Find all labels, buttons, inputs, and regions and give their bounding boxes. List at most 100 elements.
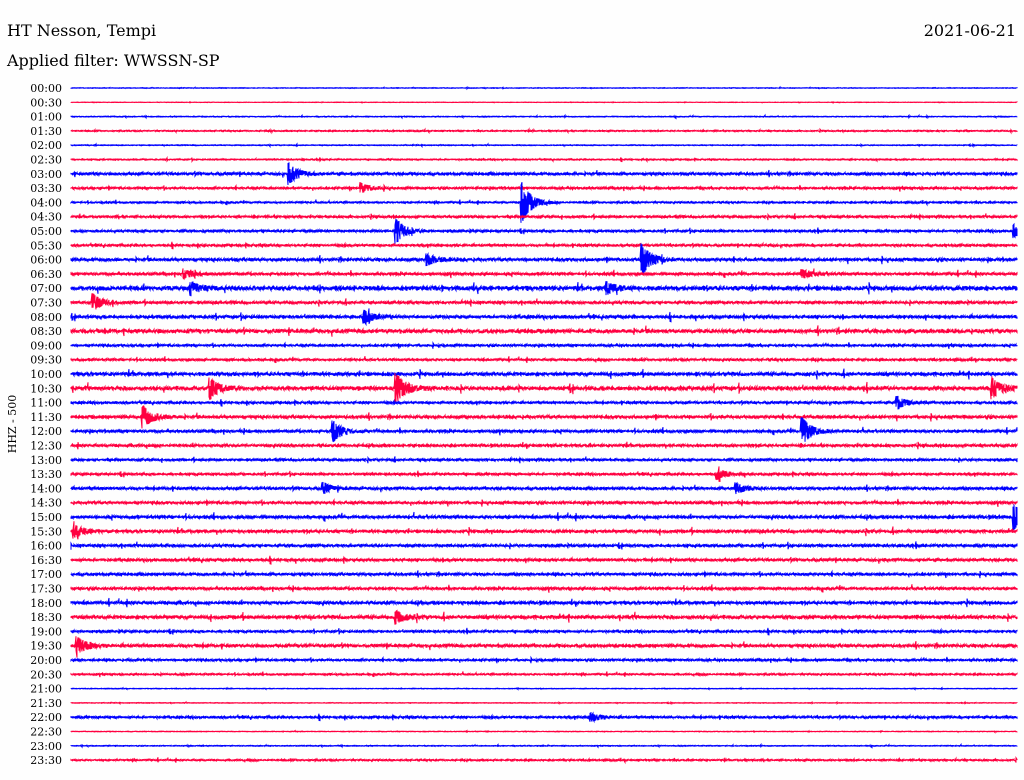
trace-0200 (70, 142, 1018, 149)
row-time-label: 20:30 (30, 668, 62, 681)
row-time-label: 00:30 (30, 96, 62, 109)
trace-2230 (70, 729, 1018, 734)
row-time-label: 08:30 (30, 325, 62, 338)
trace-0900 (70, 340, 1018, 350)
row-time-label: 04:30 (30, 211, 62, 224)
trace-0730 (70, 293, 1018, 310)
trace-1200 (70, 417, 1018, 443)
trace-1530 (70, 521, 1018, 540)
trace-2030 (70, 670, 1018, 678)
row-time-label: 18:00 (30, 597, 62, 610)
row-time-label: 05:30 (30, 239, 62, 252)
row-time-label: 19:00 (30, 625, 62, 638)
trace-1930 (70, 636, 1018, 658)
trace-2130 (70, 700, 1018, 706)
row-time-label: 14:30 (30, 497, 62, 510)
trace-1000 (70, 368, 1018, 380)
row-time-label: 03:30 (30, 182, 62, 195)
row-time-label: 03:00 (30, 168, 62, 181)
trace-2000 (70, 655, 1018, 664)
row-time-label: 16:00 (30, 540, 62, 553)
row-time-label: 18:30 (30, 611, 62, 624)
trace-1300 (70, 455, 1018, 464)
row-time-label: 06:30 (30, 268, 62, 281)
trace-1800 (70, 597, 1018, 608)
trace-0100 (70, 113, 1018, 120)
trace-0000 (70, 85, 1018, 91)
trace-0230 (70, 155, 1018, 164)
trace-1600 (70, 541, 1018, 550)
row-time-label: 14:00 (30, 482, 62, 495)
trace-0300 (70, 162, 1018, 186)
row-time-label: 13:00 (30, 454, 62, 467)
row-time-label: 17:30 (30, 583, 62, 596)
row-time-label: 20:00 (30, 654, 62, 667)
trace-1730 (70, 584, 1018, 593)
row-time-label: 07:30 (30, 297, 62, 310)
row-time-label: 21:30 (30, 697, 62, 710)
trace-0500 (70, 218, 1018, 244)
row-time-label: 08:00 (30, 311, 62, 324)
row-time-label: 01:30 (30, 125, 62, 138)
trace-1030 (70, 373, 1018, 404)
trace-0530 (70, 241, 1018, 250)
trace-1130 (70, 404, 1018, 429)
trace-0630 (70, 268, 1018, 281)
trace-1830 (70, 609, 1018, 625)
row-time-label: 00:00 (30, 82, 62, 95)
row-time-label: 23:00 (30, 740, 62, 753)
row-time-label: 07:00 (30, 282, 62, 295)
trace-0430 (70, 212, 1018, 221)
trace-0600 (70, 243, 1018, 274)
row-time-label: 21:00 (30, 683, 62, 696)
trace-0700 (70, 281, 1018, 297)
trace-1430 (70, 497, 1018, 508)
row-time-label: 04:00 (30, 196, 62, 209)
row-time-label: 09:00 (30, 339, 62, 352)
row-time-label: 15:30 (30, 525, 62, 538)
row-time-label: 13:30 (30, 468, 62, 481)
row-time-label: 09:30 (30, 354, 62, 367)
trace-1700 (70, 569, 1018, 579)
trace-0330 (70, 182, 1018, 193)
row-time-label: 10:30 (30, 382, 62, 395)
trace-1900 (70, 627, 1018, 636)
trace-2330 (70, 755, 1018, 765)
row-time-label: 15:00 (30, 511, 62, 524)
filter-label: Applied filter: WWSSN-SP (7, 51, 220, 70)
trace-1500 (70, 504, 1018, 531)
trace-2300 (70, 742, 1018, 749)
row-time-label: 16:30 (30, 554, 62, 567)
trace-0030 (70, 100, 1018, 105)
row-time-label: 10:00 (30, 368, 62, 381)
row-time-label: 22:30 (30, 726, 62, 739)
row-time-label: 02:00 (30, 139, 62, 152)
row-time-label: 23:30 (30, 754, 62, 767)
trace-0830 (70, 325, 1018, 337)
row-time-label: 17:00 (30, 568, 62, 581)
station-title: HT Nesson, Tempi (7, 21, 157, 40)
trace-2100 (70, 686, 1018, 691)
row-time-label: 06:00 (30, 254, 62, 267)
row-time-label: 11:00 (30, 397, 62, 410)
row-time-label: 12:00 (30, 425, 62, 438)
row-time-label: 05:00 (30, 225, 62, 238)
row-time-label: 02:30 (30, 154, 62, 167)
trace-1230 (70, 441, 1018, 450)
row-time-label: 12:30 (30, 440, 62, 453)
trace-0130 (70, 127, 1018, 135)
trace-1630 (70, 555, 1018, 565)
row-time-label: 01:00 (30, 111, 62, 124)
date-label: 2021-06-21 (923, 21, 1016, 40)
trace-2200 (70, 711, 1018, 724)
trace-1100 (70, 395, 1018, 410)
y-axis-label: HHZ - 500 (6, 395, 19, 454)
trace-0400 (70, 182, 1018, 223)
trace-0930 (70, 355, 1018, 364)
trace-0800 (70, 308, 1018, 327)
row-time-label: 22:00 (30, 711, 62, 724)
row-time-label: 19:30 (30, 640, 62, 653)
trace-1400 (70, 481, 1018, 495)
